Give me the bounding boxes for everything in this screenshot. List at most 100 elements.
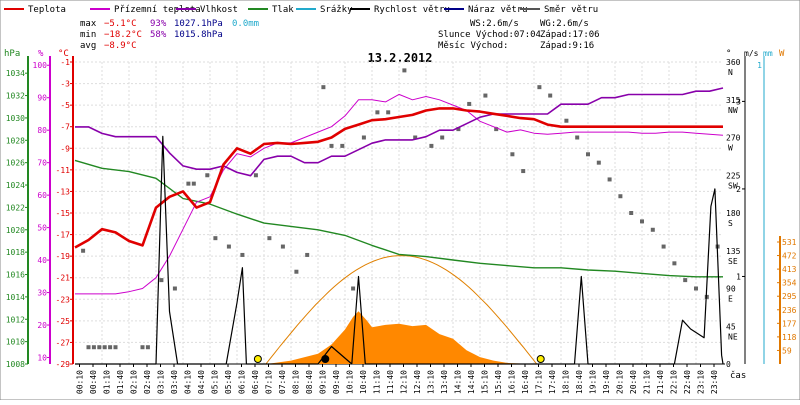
axis-tick-label-pct: 90 (37, 94, 47, 103)
axis-dir-label: S (728, 219, 733, 228)
legend-label: Náraz větru (468, 5, 528, 15)
wind-direction-mark (375, 110, 380, 115)
axis-tick-label-hpa: 1034 (6, 69, 25, 78)
left-axes: 1034103210301028102610241022102010181016… (6, 56, 74, 369)
axis-tick-label-hpa: 1020 (6, 226, 25, 235)
sun-curve (265, 255, 538, 365)
wind-direction-mark (596, 160, 601, 165)
axis-dir-label: SE (728, 257, 738, 266)
axis-tick-label-solar: 413 (782, 265, 797, 274)
time-tick-label: 10:10 (346, 370, 355, 394)
time-tick-label: 00:40 (89, 370, 98, 394)
wind-direction-mark (102, 345, 107, 350)
series-lines (74, 87, 724, 365)
moon-set: Západ:9:16 (540, 41, 594, 51)
stat-max-label: max (80, 19, 97, 29)
theoretical-solar-curve (265, 255, 538, 365)
axis-tick-label-hpa: 1018 (6, 248, 25, 257)
time-tick-label: 22:10 (670, 370, 679, 394)
stats-block: max −5.1°C 93% 1027.1hPa 0.0mm min −18.2… (80, 19, 259, 51)
wind-direction-marks (81, 68, 720, 350)
series-teplota (74, 107, 723, 249)
wind-direction-mark (86, 345, 91, 350)
axis-dir-label: SW (728, 181, 738, 190)
time-tick-label: 07:40 (278, 370, 287, 394)
wind-direction-mark (694, 286, 698, 291)
wind-direction-mark (683, 278, 688, 283)
axis-tick-label-hpa: 1028 (6, 136, 25, 145)
time-tick-label: 20:40 (629, 370, 638, 394)
unit-pct: % (38, 49, 44, 59)
chart-title: 13.2.2012 (367, 51, 432, 65)
time-tick-label: 06:10 (238, 370, 247, 394)
wind-direction-mark (537, 85, 542, 90)
legend-label: Rychlost větru (374, 5, 450, 15)
axis-tick-label-solar: 118 (782, 333, 797, 342)
sun-ws: WS:2.6m/s (470, 19, 519, 29)
wind-direction-mark (661, 244, 666, 249)
stat-max-temp: −5.1°C (104, 19, 137, 29)
axis-tick-label-pct: 60 (37, 191, 47, 200)
wind-direction-mark (267, 236, 272, 241)
wind-direction-mark (294, 269, 299, 274)
time-tick-label: 09:40 (332, 370, 341, 394)
axis-tick-label-solar: 177 (782, 319, 797, 328)
stat-min-hum: 58% (150, 30, 167, 40)
wind-direction-mark (351, 286, 356, 291)
wind-direction-mark (629, 211, 634, 215)
axis-dir-label: E (728, 295, 733, 304)
wind-direction-mark (91, 345, 96, 350)
axis-tick-label-temp: -15 (56, 209, 71, 218)
axis-tick-label-pct: 20 (37, 321, 47, 330)
series-tlak (74, 159, 723, 278)
wind-direction-mark (361, 135, 366, 140)
sun-wg: WG:2.6m/s (540, 19, 589, 29)
wind-direction-mark (440, 135, 445, 140)
time-tick-label: 21:10 (643, 370, 652, 394)
axis-tick-label-solar: 295 (782, 292, 797, 301)
sunset-marker (536, 355, 545, 363)
wind-direction-mark (429, 143, 434, 148)
stat-max-rain: 0.0mm (232, 19, 259, 29)
axis-dir-label: NW (728, 106, 738, 115)
axis-tick-label-hpa: 1010 (6, 338, 25, 347)
wind-direction-mark (113, 345, 118, 350)
time-axis: 00:10 00:40 01:10 01:40 02:10 02:40 03:10 03:40… (76, 364, 746, 394)
axis-tick-label-wind: 3 (736, 97, 741, 106)
axis-tick-label-dir: 315 (726, 96, 741, 105)
time-tick-label: 19:40 (602, 370, 611, 394)
series-rychlost-vetru (75, 135, 724, 365)
time-tick-label: 01:40 (116, 370, 125, 394)
axis-tick-label-hpa: 1012 (6, 315, 25, 324)
wind-direction-mark (564, 118, 569, 123)
wind-direction-mark (186, 181, 191, 186)
axis-tick-label-pct: 100 (33, 61, 48, 70)
wind-direction-mark (456, 127, 461, 132)
time-tick-label: 17:40 (548, 370, 557, 394)
legend-label: Srážky (320, 5, 353, 15)
axis-tick-label-dir: 90 (726, 285, 736, 294)
wind-direction-mark (172, 286, 177, 291)
axis-tick-label-temp: -13 (56, 187, 71, 196)
legend-label: Vlhkost (200, 5, 238, 15)
axis-tick-label-hpa: 1008 (6, 360, 25, 369)
axis-tick-label-solar: 59 (782, 346, 792, 355)
axis-tick-label-pct: 40 (37, 256, 47, 265)
time-tick-label: 11:10 (373, 370, 382, 394)
time-tick-label: 06:40 (251, 370, 260, 394)
solar-area (266, 311, 532, 364)
axis-tick-label-solar: 354 (782, 279, 797, 288)
wind-direction-mark (329, 143, 334, 148)
axis-tick-label-pct: 50 (37, 224, 47, 233)
axis-tick-label-pct: 10 (37, 354, 47, 363)
axis-tick-label-hpa: 1026 (6, 159, 25, 168)
axis-tick-label-pct: 80 (37, 126, 47, 135)
axis-tick-label-solar: 236 (782, 306, 797, 315)
axis-tick-label-temp: -7 (60, 123, 70, 132)
time-tick-label: 08:10 (292, 370, 301, 394)
wind-direction-mark (226, 244, 231, 249)
axis-tick-label-dir: 0 (726, 360, 731, 369)
